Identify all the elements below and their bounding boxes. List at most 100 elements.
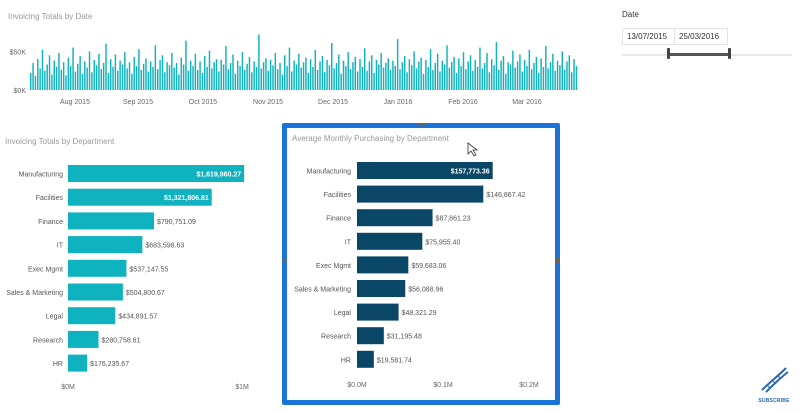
timeline-bar[interactable] [486, 52, 488, 90]
timeline-bar[interactable] [458, 58, 460, 90]
timeline-bar[interactable] [359, 59, 361, 90]
timeline-bar[interactable] [239, 66, 241, 90]
timeline-bar[interactable] [81, 73, 84, 90]
bar[interactable] [68, 212, 154, 230]
visual-focus-frame[interactable] [282, 123, 560, 405]
timeline-bar[interactable] [105, 43, 107, 90]
bar[interactable] [357, 280, 406, 297]
timeline-bar[interactable] [234, 73, 237, 90]
timeline-bar[interactable] [178, 74, 180, 90]
timeline-bar[interactable] [530, 69, 533, 90]
timeline-bar[interactable] [526, 66, 528, 90]
timeline-bar[interactable] [413, 51, 415, 90]
timeline-bar[interactable] [561, 51, 563, 90]
timeline-bar[interactable] [552, 53, 554, 90]
timeline-bar[interactable] [420, 57, 422, 90]
timeline-bar[interactable] [436, 53, 439, 90]
timeline-bar[interactable] [175, 63, 178, 90]
timeline-bar[interactable] [286, 66, 288, 90]
bar[interactable] [68, 307, 116, 325]
bar[interactable] [68, 283, 123, 301]
timeline-bar[interactable] [366, 70, 368, 90]
timeline-bar[interactable] [566, 61, 568, 90]
timeline-bar[interactable] [62, 62, 65, 90]
timeline-bar[interactable] [276, 69, 279, 90]
timeline-bar[interactable] [500, 60, 502, 90]
timeline-bar[interactable] [349, 69, 352, 90]
timeline-bar[interactable] [232, 54, 234, 90]
timeline-bar[interactable] [37, 59, 39, 90]
timeline-bar[interactable] [505, 73, 507, 90]
timeline-bar[interactable] [488, 72, 491, 90]
timeline-bar[interactable] [469, 55, 472, 90]
bar[interactable] [68, 259, 127, 277]
timeline-bar[interactable] [241, 52, 244, 90]
timeline-bar[interactable] [321, 56, 324, 90]
timeline-bar[interactable] [446, 45, 448, 90]
timeline-bar[interactable] [352, 62, 354, 90]
timeline-bar[interactable] [474, 59, 476, 90]
timeline-bar[interactable] [229, 63, 232, 90]
timeline-bar[interactable] [267, 70, 270, 90]
timeline-bar[interactable] [168, 65, 171, 90]
timeline-bar[interactable] [338, 54, 340, 90]
timeline-bar[interactable] [102, 63, 105, 90]
timeline-bar[interactable] [375, 59, 378, 90]
timeline-bar[interactable] [392, 60, 394, 90]
timeline-bar[interactable] [411, 65, 413, 90]
timeline-bar[interactable] [199, 61, 201, 90]
timeline-bar[interactable] [166, 62, 168, 90]
timeline-bar[interactable] [549, 62, 552, 90]
timeline-bar[interactable] [535, 56, 538, 90]
timeline-bar[interactable] [272, 65, 274, 90]
timeline-bar[interactable] [387, 58, 389, 90]
bar[interactable] [357, 232, 423, 250]
timeline-bar[interactable] [109, 59, 112, 90]
timeline-bar[interactable] [124, 52, 126, 90]
timeline-bar[interactable] [335, 63, 338, 90]
timeline-bar[interactable] [495, 42, 498, 90]
timeline-bar[interactable] [213, 62, 215, 90]
timeline-bar[interactable] [523, 59, 526, 90]
timeline-bar[interactable] [300, 67, 302, 90]
timeline-bar[interactable] [274, 52, 277, 90]
slider-start-handle[interactable] [667, 48, 670, 59]
timeline-bar[interactable] [30, 73, 32, 90]
timeline-bar[interactable] [255, 66, 258, 90]
timeline-bar[interactable] [140, 69, 142, 90]
timeline-bar[interactable] [46, 64, 48, 90]
timeline-bar[interactable] [368, 61, 371, 90]
timeline-bar[interactable] [556, 60, 559, 90]
timeline-bar[interactable] [422, 73, 425, 90]
timeline-bar[interactable] [540, 58, 542, 90]
bar[interactable] [68, 165, 245, 182]
timeline-bar[interactable] [575, 66, 578, 90]
timeline-bar[interactable] [476, 66, 479, 90]
timeline-bar[interactable] [363, 48, 366, 90]
timeline-bar[interactable] [547, 68, 549, 90]
timeline-bar[interactable] [371, 55, 373, 90]
timeline-bar[interactable] [147, 71, 150, 90]
timeline-bar[interactable] [100, 69, 103, 90]
timeline-bar[interactable] [77, 63, 79, 90]
timeline-bar[interactable] [512, 50, 514, 90]
timeline-bar[interactable] [253, 61, 255, 90]
timeline-bar[interactable] [171, 52, 173, 90]
timeline-bar[interactable] [455, 73, 458, 90]
timeline-bar[interactable] [201, 73, 204, 90]
timeline-bar[interactable] [119, 60, 121, 90]
timeline-bar[interactable] [479, 47, 481, 90]
resize-handle-left[interactable] [283, 258, 286, 264]
timeline-bar[interactable] [361, 66, 364, 90]
timeline-bar[interactable] [149, 61, 152, 90]
timeline-bar[interactable] [91, 72, 93, 90]
timeline-bar[interactable] [74, 71, 77, 90]
timeline-bar[interactable] [227, 69, 230, 90]
timeline-chart[interactable]: $50K $0K Aug 2015 Sep 2015 Oct 2015 Nov 2015 D… [0, 28, 590, 128]
timeline-bar[interactable] [88, 51, 91, 90]
timeline-bar[interactable] [406, 72, 408, 90]
timeline-bar[interactable] [333, 68, 335, 90]
timeline-bar[interactable] [185, 40, 187, 90]
timeline-bar[interactable] [157, 69, 159, 90]
timeline-bar[interactable] [131, 73, 133, 90]
